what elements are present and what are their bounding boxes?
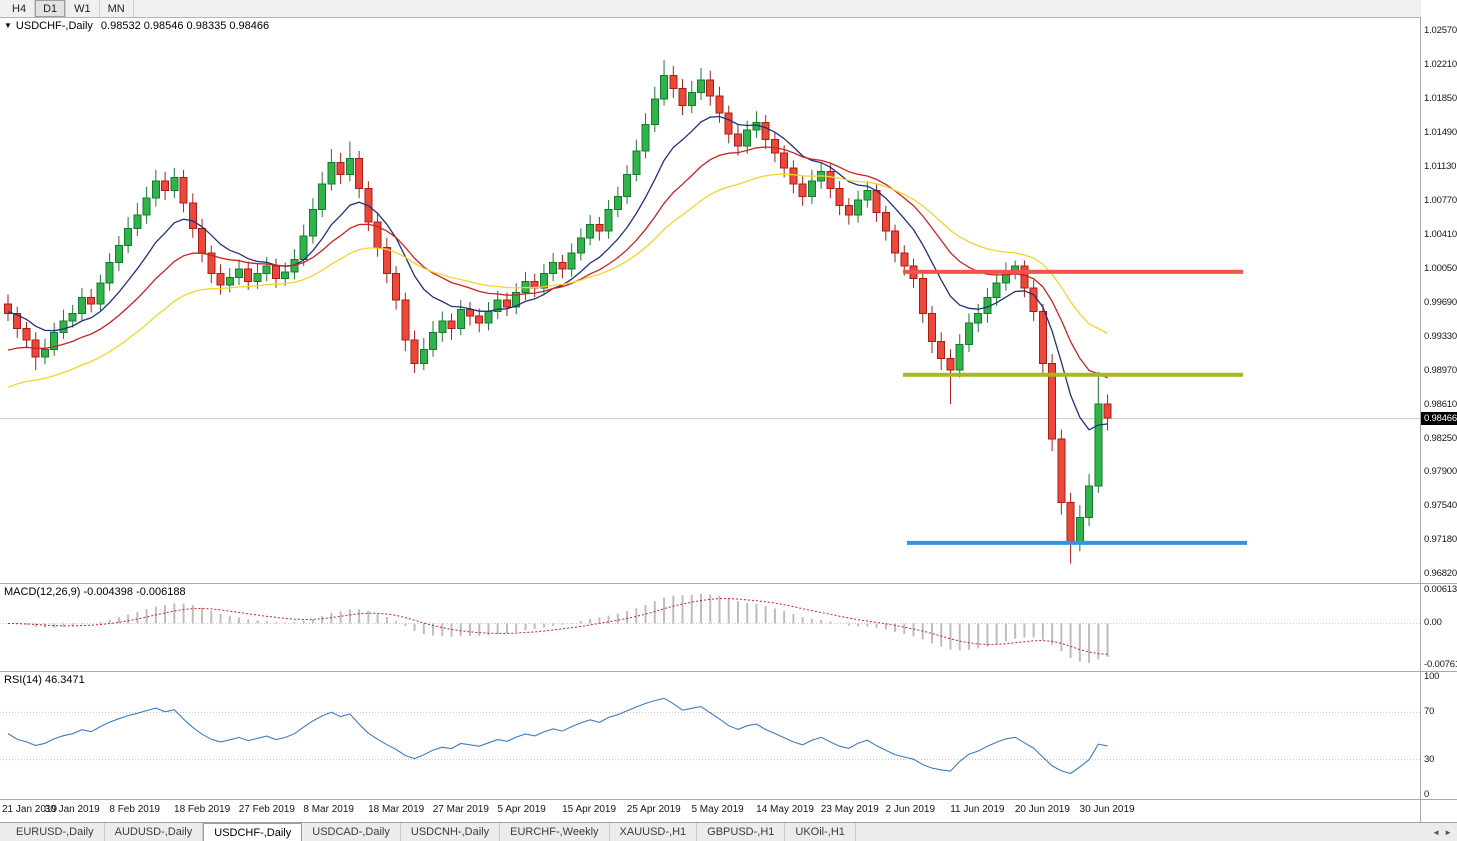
tab-scroll-right-icon[interactable]: ► [1444,827,1452,837]
price-scale-label: 0.96820 [1424,568,1457,580]
rsi-canvas[interactable] [0,672,1420,799]
time-axis-label: 14 May 2019 [756,804,814,815]
price-scale-label: 1.00770 [1424,195,1457,206]
chart-tab-eurusd[interactable]: EURUSD-,Daily [6,823,105,841]
time-axis-label: 23 May 2019 [820,804,879,815]
price-scale-label: 1.01490 [1424,127,1457,138]
time-axis-label: 27 Feb 2019 [238,804,295,815]
tab-scroll-arrows: ◄ ► [1432,823,1452,841]
price-scale-label: 0.99330 [1424,331,1457,342]
time-axis-label: 15 Apr 2019 [562,804,617,815]
rsi-line [7,697,1108,775]
timeframe-button-mn[interactable]: MN [100,0,134,17]
chart-tab-usdcad[interactable]: USDCAD-,Daily [302,823,401,841]
fast-ma-line [7,115,1108,431]
time-axis-label: 8 Feb 2019 [109,804,160,815]
time-axis-label: 2 Jun 2019 [885,804,936,815]
time-axis-label: 11 Jun 2019 [950,804,1005,815]
rsi-scale-label: 30 [1424,753,1435,765]
macd-indicator-panel[interactable]: MACD(12,26,9) -0.004398 -0.006188 [0,584,1420,671]
timeframe-button-w1[interactable]: W1 [66,0,100,17]
time-axis[interactable]: 21 Jan 2019 30 Jan 2019 8 Feb 2019 18 Feb 2… [0,799,1420,822]
price-scale-label: 1.00410 [1424,229,1457,240]
time-axis-label: 25 Apr 2019 [626,804,681,815]
rsi-scale-label: 100 [1424,671,1440,682]
time-axis-label: 20 Jun 2019 [1014,804,1070,815]
current-price-badge: 0.98466 [1421,411,1457,425]
scale-divider [1420,18,1421,822]
time-axis-label: 27 Mar 2019 [432,804,489,815]
time-axis-label: 5 May 2019 [691,804,744,815]
chart-tab-ukoil[interactable]: UKOil-,H1 [785,823,856,841]
macd-canvas[interactable] [0,584,1420,671]
rsi-indicator-panel[interactable]: RSI(14) 46.3471 [0,672,1420,799]
slow-ma-line [7,173,1108,388]
tab-scroll-left-icon[interactable]: ◄ [1432,827,1441,837]
price-scale-label: 0.97180 [1424,534,1457,546]
chart-tab-audusd[interactable]: AUDUSD-,Daily [105,823,204,841]
hline-resistance[interactable] [903,269,1243,274]
timeframe-button-h4[interactable]: H4 [4,0,36,17]
price-scale-label: 1.01850 [1424,93,1457,104]
timeframe-button-d1[interactable]: D1 [35,0,67,17]
price-scale[interactable]: 0.98466 1.02570 1.02210 1.01850 1.01490 1.01… [1421,0,1457,822]
time-axis-label: 30 Jan 2019 [44,804,100,815]
chart-tabs-bar: EURUSD-,Daily AUDUSD-,Daily USDCHF-,Daily U… [0,822,1457,841]
chart-tab-gbpusd[interactable]: GBPUSD-,H1 [697,823,786,841]
price-scale-label: 1.00050 [1424,263,1457,274]
macd-label: MACD(12,26,9) -0.004398 -0.006188 [4,586,186,598]
hline-support[interactable] [907,540,1247,545]
chart-menu-icon[interactable]: ▼ [4,21,12,30]
chart-ohlc-values: 0.98532 0.98546 0.98335 0.98466 [100,20,270,32]
mid-ma-line [7,146,1108,379]
chart-title: ▼ USDCHF-,Daily 0.98532 0.98546 0.98335 0.… [4,20,269,32]
macd-rsi-divider[interactable] [0,671,1457,672]
chart-tab-usdchf[interactable]: USDCHF-,Daily [203,823,303,841]
time-axis-label: 21 Jan 2019 [2,804,58,815]
price-scale-label: 1.02210 [1424,59,1457,70]
rsi-scale-label: 70 [1424,706,1435,718]
macd-signal-line [7,598,1108,655]
price-scale-label: 1.02570 [1424,25,1457,36]
chart-tab-xauusd[interactable]: XAUUSD-,H1 [610,823,698,841]
rsi-timeaxis-divider [0,799,1457,800]
price-scale-label: 0.99690 [1424,297,1457,308]
hline-mid-support[interactable] [903,372,1243,377]
price-scale-label: 0.97900 [1424,466,1457,478]
macd-scale-label: -0.00761 [1424,659,1457,670]
price-chart-canvas[interactable] [0,18,1420,583]
rsi-label: RSI(14) 46.3471 [4,674,85,686]
price-macd-divider[interactable] [0,583,1457,584]
price-scale-label: 0.98610 [1424,399,1457,410]
timeframe-toolbar: H4 D1 W1 MN [0,0,1457,18]
time-axis-label: 30 Jun 2019 [1079,804,1135,815]
time-axis-label: 18 Feb 2019 [174,804,231,815]
price-scale-label: 0.98250 [1424,433,1457,444]
price-chart-panel[interactable]: ▼ USDCHF-,Daily 0.98532 0.98546 0.98335 0.… [0,18,1420,583]
chart-symbol-label: USDCHF-,Daily [15,20,93,32]
price-scale-label: 1.01130 [1424,161,1457,172]
time-axis-label: 8 Mar 2019 [303,804,354,815]
price-scale-label: 0.97540 [1424,500,1457,512]
macd-scale-label: 0.00613 [1424,584,1457,595]
time-axis-label: 18 Mar 2019 [368,804,425,815]
rsi-scale-label: 0 [1424,789,1430,800]
price-scale-label: 0.98970 [1424,365,1457,376]
time-axis-label: 5 Apr 2019 [497,804,546,815]
chart-tab-eurchf[interactable]: EURCHF-,Weekly [500,823,610,841]
chart-tabs-list: EURUSD-,Daily AUDUSD-,Daily USDCHF-,Daily U… [6,823,856,841]
macd-scale-label: 0.00 [1424,617,1442,629]
chart-tab-usdcnh[interactable]: USDCNH-,Daily [401,823,501,841]
